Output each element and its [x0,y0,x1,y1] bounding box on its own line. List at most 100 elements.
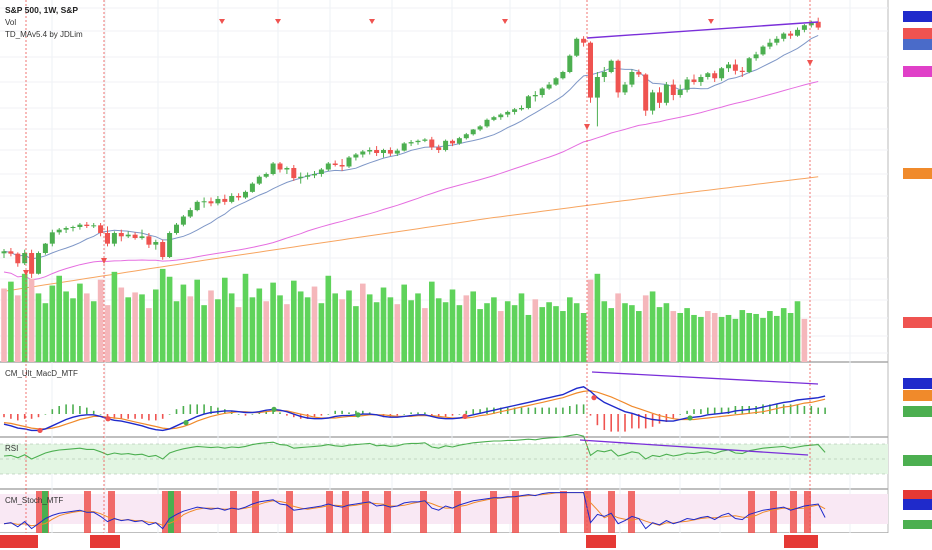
macd-histogram-bar [382,414,385,418]
macd-cross-dot [355,412,361,418]
macd-histogram-bar [555,407,557,414]
macd-histogram-bar [638,414,640,429]
candle-body [684,79,690,90]
candle-body [588,42,593,98]
arrow-down-icon [708,19,714,24]
ma-200-line [3,176,819,292]
volume-bar [201,305,207,362]
arrow-down-icon [23,270,29,276]
macd-histogram-bar [348,412,350,414]
volume-bar [277,295,283,362]
candle-body [236,196,242,198]
macd-histogram-bar [824,407,826,414]
candle-body [167,233,173,257]
macd-histogram-bar [713,407,716,414]
stoch-overbought-bar [230,491,237,533]
macd-histogram-bar [189,404,192,414]
stoch-overbought-bar [560,491,567,533]
candle-body [553,78,559,85]
stoch-overbought-bar [790,491,797,533]
candle-body [560,72,566,79]
macd-histogram-bar [500,407,502,414]
volume-bar [297,291,304,362]
volume-bar [594,273,601,362]
volume-bar [304,297,311,362]
macd-histogram-bar [513,407,516,414]
volume-bar [311,286,318,362]
price-trendline [586,21,819,39]
macd-histogram-bar [355,410,357,414]
stoch-overbought-bar [770,491,777,533]
macd-histogram-bar [610,414,612,432]
time-badge [0,535,38,548]
candle-body [746,58,752,72]
candle-body [187,210,193,217]
volume-bar [636,311,642,362]
stoch-oversold-bar [42,491,48,533]
macd-histogram-bar [424,412,426,414]
macd-histogram-bar [65,404,67,414]
candle-body [201,201,207,203]
volume-bar [49,285,56,362]
arrow-down-icon [369,19,375,24]
macd-histogram-bar [237,414,240,415]
macd-cross-dot [591,395,597,401]
macd-histogram-bar [403,414,405,415]
macd-histogram-bar [106,414,109,418]
volume-bar [422,308,428,362]
candle-body [767,42,773,47]
macd-histogram-bar [486,407,488,414]
candle-body [305,175,311,177]
macd-histogram-bar [362,410,364,414]
volume-bar [70,298,76,362]
volume-bar [691,314,697,362]
macd-histogram-bar [444,414,447,418]
macd-histogram-bar [541,407,543,414]
macd-histogram-bar [141,414,143,419]
candle-body [160,242,166,257]
candle-body [387,150,393,154]
macd-histogram-bar [113,414,116,419]
volume-bar [470,291,476,362]
volume-bar [42,303,49,362]
macd-pane [3,371,826,434]
time-badge [90,535,120,548]
volume-bar [325,275,332,362]
macd-cross-dot [105,416,111,422]
macd-histogram-bar [755,406,757,414]
volume-bar [270,282,276,362]
macd-badge [903,406,932,417]
candle-body [677,89,683,95]
volume-bar [21,273,28,362]
candle-body [139,236,145,238]
macd-histogram-bar [196,404,198,414]
volume-bar [360,283,366,362]
candle-body [774,38,780,43]
candle-body [98,225,104,233]
candle-body [381,150,386,153]
volume-bar [504,301,511,362]
macd-histogram-bar [810,406,813,414]
macd-histogram-bar [569,406,571,414]
time-axis-bg [0,533,932,550]
volume-bar [442,302,449,362]
stoch-overbought-bar [326,491,333,533]
ma-10-line [3,34,819,260]
macd-histogram-bar [665,414,668,422]
rsi-pane-label: RSI [5,444,18,453]
candle-body [36,253,41,274]
candle-body [360,151,366,155]
macd-histogram-bar [44,414,47,415]
price-badge [903,317,932,328]
macd-histogram-bar [127,414,129,419]
volume-bar [187,296,194,362]
volume-bar [380,287,387,362]
volume-bar [794,301,801,362]
candle-body [374,150,380,153]
candle-body [215,198,221,204]
macd-histogram-bar [23,414,26,419]
volume-bar [539,307,545,362]
macd-badge [903,390,932,401]
macd-histogram-bar [658,414,661,424]
